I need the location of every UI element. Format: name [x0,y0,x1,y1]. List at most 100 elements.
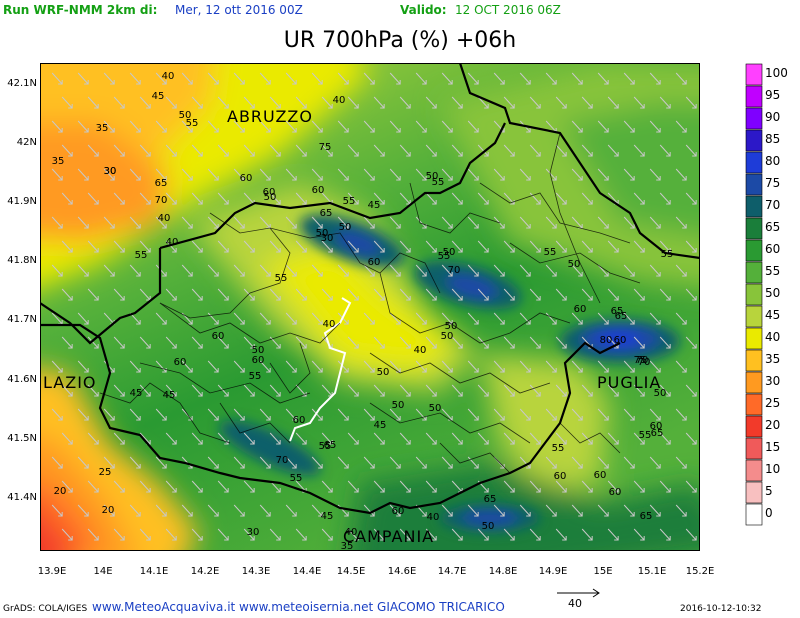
wind-arrow [649,168,661,181]
wind-arrow [545,72,557,85]
wind-arrow [129,168,141,181]
wind-arrow [373,192,385,205]
wind-arrow [415,312,427,325]
wind-arrow [503,144,515,157]
wind-arrow [233,312,245,325]
legend-label: 50 [765,286,781,300]
wind-arrow [259,504,271,517]
wind-arrow [155,72,167,85]
wind-arrow [61,288,73,301]
wind-arrow [399,96,411,109]
wind-arrow [243,528,255,541]
wind-arrow [139,528,151,541]
wind-arrow [555,192,567,205]
wind-arrow [519,216,531,229]
wind-arrow [259,312,271,325]
wind-arrow [633,480,645,493]
wind-arrow [217,384,229,397]
contour-label: 60 [293,415,306,426]
wind-arrow [103,456,115,469]
legend-swatch [745,63,763,86]
wind-arrow [77,72,89,85]
wind-arrow [269,528,281,541]
wind-arrow [493,504,505,517]
wind-arrow [477,384,489,397]
wind-arrow [191,192,203,205]
wind-arrow [269,432,281,445]
wind-arrow [467,360,479,373]
legend-swatch [745,415,763,438]
wind-arrow [207,456,219,469]
lon-tick: 15.2E [685,566,715,577]
contour-label: 45 [321,511,334,522]
wind-arrow [373,432,385,445]
wind-arrow [165,528,177,541]
wind-arrow [285,168,297,181]
wind-arrow [425,384,437,397]
valid-date: 12 OCT 2016 06Z [455,3,561,17]
wind-arrow [425,336,437,349]
region-boundaries [40,63,700,515]
wind-arrow [545,168,557,181]
wind-arrow [545,504,557,517]
wind-arrow [129,504,141,517]
wind-arrow [659,240,671,253]
wind-arrow [529,192,541,205]
wind-arrow [503,288,515,301]
contour-label: 60 [609,487,622,498]
wind-arrow [597,168,609,181]
contour-label: 60 [174,357,187,368]
wind-arrow [649,456,661,469]
contour-label: 40 [345,527,358,538]
wind-arrow [597,360,609,373]
wind-arrow [217,96,229,109]
wind-arrow [207,72,219,85]
wind-arrow [581,96,593,109]
contour-label: 50 [482,521,495,532]
legend-swatch [745,371,763,394]
wind-arrow [139,144,151,157]
wind-arrow [233,504,245,517]
wind-arrow [633,240,645,253]
wind-arrow [493,264,505,277]
wind-arrow [649,216,661,229]
wind-arrow [207,408,219,421]
lon-tick: 14.4E [292,566,322,577]
legend-swatch [745,239,763,262]
wind-arrow [139,192,151,205]
map-frame [40,63,700,551]
contour-label: 70 [276,455,289,466]
contour-label: 55 [544,247,557,258]
wind-arrow [321,240,333,253]
wind-arrow [243,384,255,397]
wind-arrow [295,336,307,349]
wind-arrow [51,120,63,133]
wind-arrow [571,72,583,85]
reference-vector-label: 40 [568,597,582,610]
wind-arrow [399,480,411,493]
contour-label: 75 [319,142,332,153]
wind-arrow [243,432,255,445]
contour-label: 55 [343,196,356,207]
wind-arrow [649,264,661,277]
wind-arrow [207,504,219,517]
wind-arrow [451,432,463,445]
wind-arrow [389,456,401,469]
wind-arrow [363,312,375,325]
contour-label: 50 [568,259,581,270]
legend-swatch [745,173,763,196]
wind-arrow [571,264,583,277]
wind-arrow [269,384,281,397]
wind-arrow [51,408,63,421]
contour-label: 30 [247,527,260,538]
contour-label: 65 [651,428,664,439]
wind-arrow [649,72,661,85]
wind-arrow [545,312,557,325]
wind-arrow [51,168,63,181]
wind-arrow [529,96,541,109]
wind-arrow [363,264,375,277]
wind-arrow [181,72,193,85]
wind-arrow [503,384,515,397]
lon-tick: 14.5E [336,566,366,577]
wind-arrow [207,120,219,133]
